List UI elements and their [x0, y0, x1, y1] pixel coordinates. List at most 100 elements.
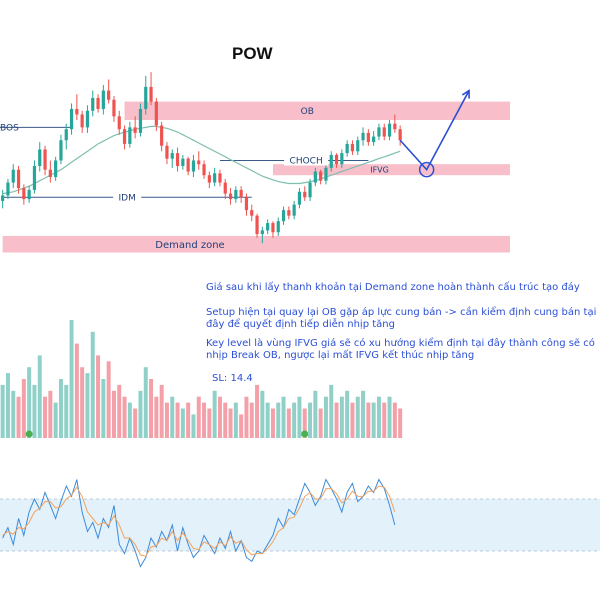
candle	[64, 123, 68, 150]
volume-bar	[58, 379, 63, 438]
candle	[393, 114, 397, 133]
candle	[133, 116, 137, 139]
volume-flag-icon	[25, 430, 33, 438]
candle	[191, 154, 196, 178]
volume-bar	[297, 396, 302, 438]
volume-bar	[350, 402, 355, 438]
label-bos: BOS	[0, 123, 19, 133]
oscillator-series-2	[2, 485, 396, 557]
analysis-note-3: Key level là vùng IFVG giá sẽ có xu hướn…	[206, 338, 599, 361]
volume-bar	[96, 355, 101, 438]
candle	[308, 178, 312, 201]
projection-arrowhead	[461, 89, 470, 99]
candle	[170, 149, 174, 168]
volume-bar	[53, 402, 58, 438]
labels-layer: BOS IDM CHOCH OB IFVG Demand zone	[0, 107, 389, 251]
volume-bar	[117, 384, 122, 438]
volume-bar	[207, 408, 212, 438]
volume-bar	[228, 408, 233, 438]
candle	[69, 103, 74, 135]
candle	[287, 206, 291, 220]
candle	[228, 188, 233, 205]
volume-bar	[64, 384, 69, 438]
volume-bar	[392, 402, 397, 438]
candle	[218, 169, 222, 187]
candle	[239, 186, 243, 203]
candle	[197, 151, 201, 170]
volume-bar	[244, 396, 249, 438]
volume-bar	[339, 396, 344, 438]
candle	[11, 164, 15, 189]
volume-bar	[313, 390, 318, 438]
volume-bar	[308, 402, 313, 438]
volume-bar	[345, 390, 350, 438]
analysis-note-1: Giá sau khi lấy thanh khoản tại Demand z…	[206, 282, 580, 293]
zones-layer	[2, 101, 511, 253]
candle	[377, 123, 381, 141]
candle	[250, 204, 254, 222]
volume-bar	[281, 396, 286, 438]
candle	[101, 85, 105, 115]
volume-bar	[355, 396, 360, 438]
candle	[117, 110, 121, 135]
volume-bar	[318, 408, 323, 438]
volume-bar	[101, 379, 106, 438]
candle	[382, 123, 386, 141]
candle	[387, 120, 392, 141]
zone-ob	[124, 101, 511, 120]
zone-ifvg	[272, 164, 510, 176]
candle	[366, 129, 370, 146]
label-ob: OB	[301, 107, 314, 117]
volume-bar	[149, 379, 154, 438]
volume-bar	[196, 396, 201, 438]
volume-bar	[180, 408, 185, 438]
moving-average-line	[2, 125, 401, 195]
moving-average-layer	[2, 125, 401, 195]
candle	[165, 142, 169, 165]
chart-title: POW	[232, 44, 273, 63]
analysis-note-2: Setup hiện tại quay lại OB gặp áp lực cu…	[206, 307, 600, 330]
candle	[244, 193, 249, 216]
candle	[6, 178, 10, 200]
volume-layer	[0, 320, 403, 438]
volume-bar	[175, 402, 180, 438]
candle	[175, 147, 180, 172]
volume-bar	[90, 331, 95, 438]
candle	[223, 178, 227, 200]
volume-bar	[329, 384, 334, 438]
volume-bar	[270, 408, 275, 438]
candle	[260, 226, 264, 244]
volume-bar	[164, 402, 169, 438]
candle	[340, 149, 344, 168]
volume-bar	[21, 379, 26, 438]
candle	[43, 145, 47, 176]
candle	[202, 160, 206, 179]
candle	[350, 140, 355, 155]
candles-layer	[1, 72, 402, 244]
oscillator-layer	[0, 478, 600, 568]
volume-bar	[37, 355, 42, 438]
volume-bar	[191, 414, 196, 438]
candle	[303, 186, 307, 201]
candle	[48, 160, 52, 183]
label-idm: IDM	[119, 193, 136, 203]
volume-bar	[27, 367, 32, 438]
volume-bar	[5, 373, 10, 438]
candle	[96, 94, 100, 113]
volume-bar	[223, 402, 228, 438]
volume-bar	[265, 402, 270, 438]
candle	[154, 97, 158, 132]
candle	[213, 167, 217, 187]
volume-bar	[382, 402, 387, 438]
volume-bar	[217, 396, 222, 438]
candle	[80, 110, 84, 133]
label-idm-bg	[113, 191, 142, 203]
volume-bar	[106, 361, 111, 438]
volume-bar	[170, 396, 175, 438]
candle	[149, 72, 153, 106]
volume-bar	[212, 390, 217, 438]
candle	[313, 167, 317, 187]
ifvg-target-circle	[418, 161, 435, 178]
candle	[181, 154, 185, 170]
volume-bar	[334, 402, 339, 438]
